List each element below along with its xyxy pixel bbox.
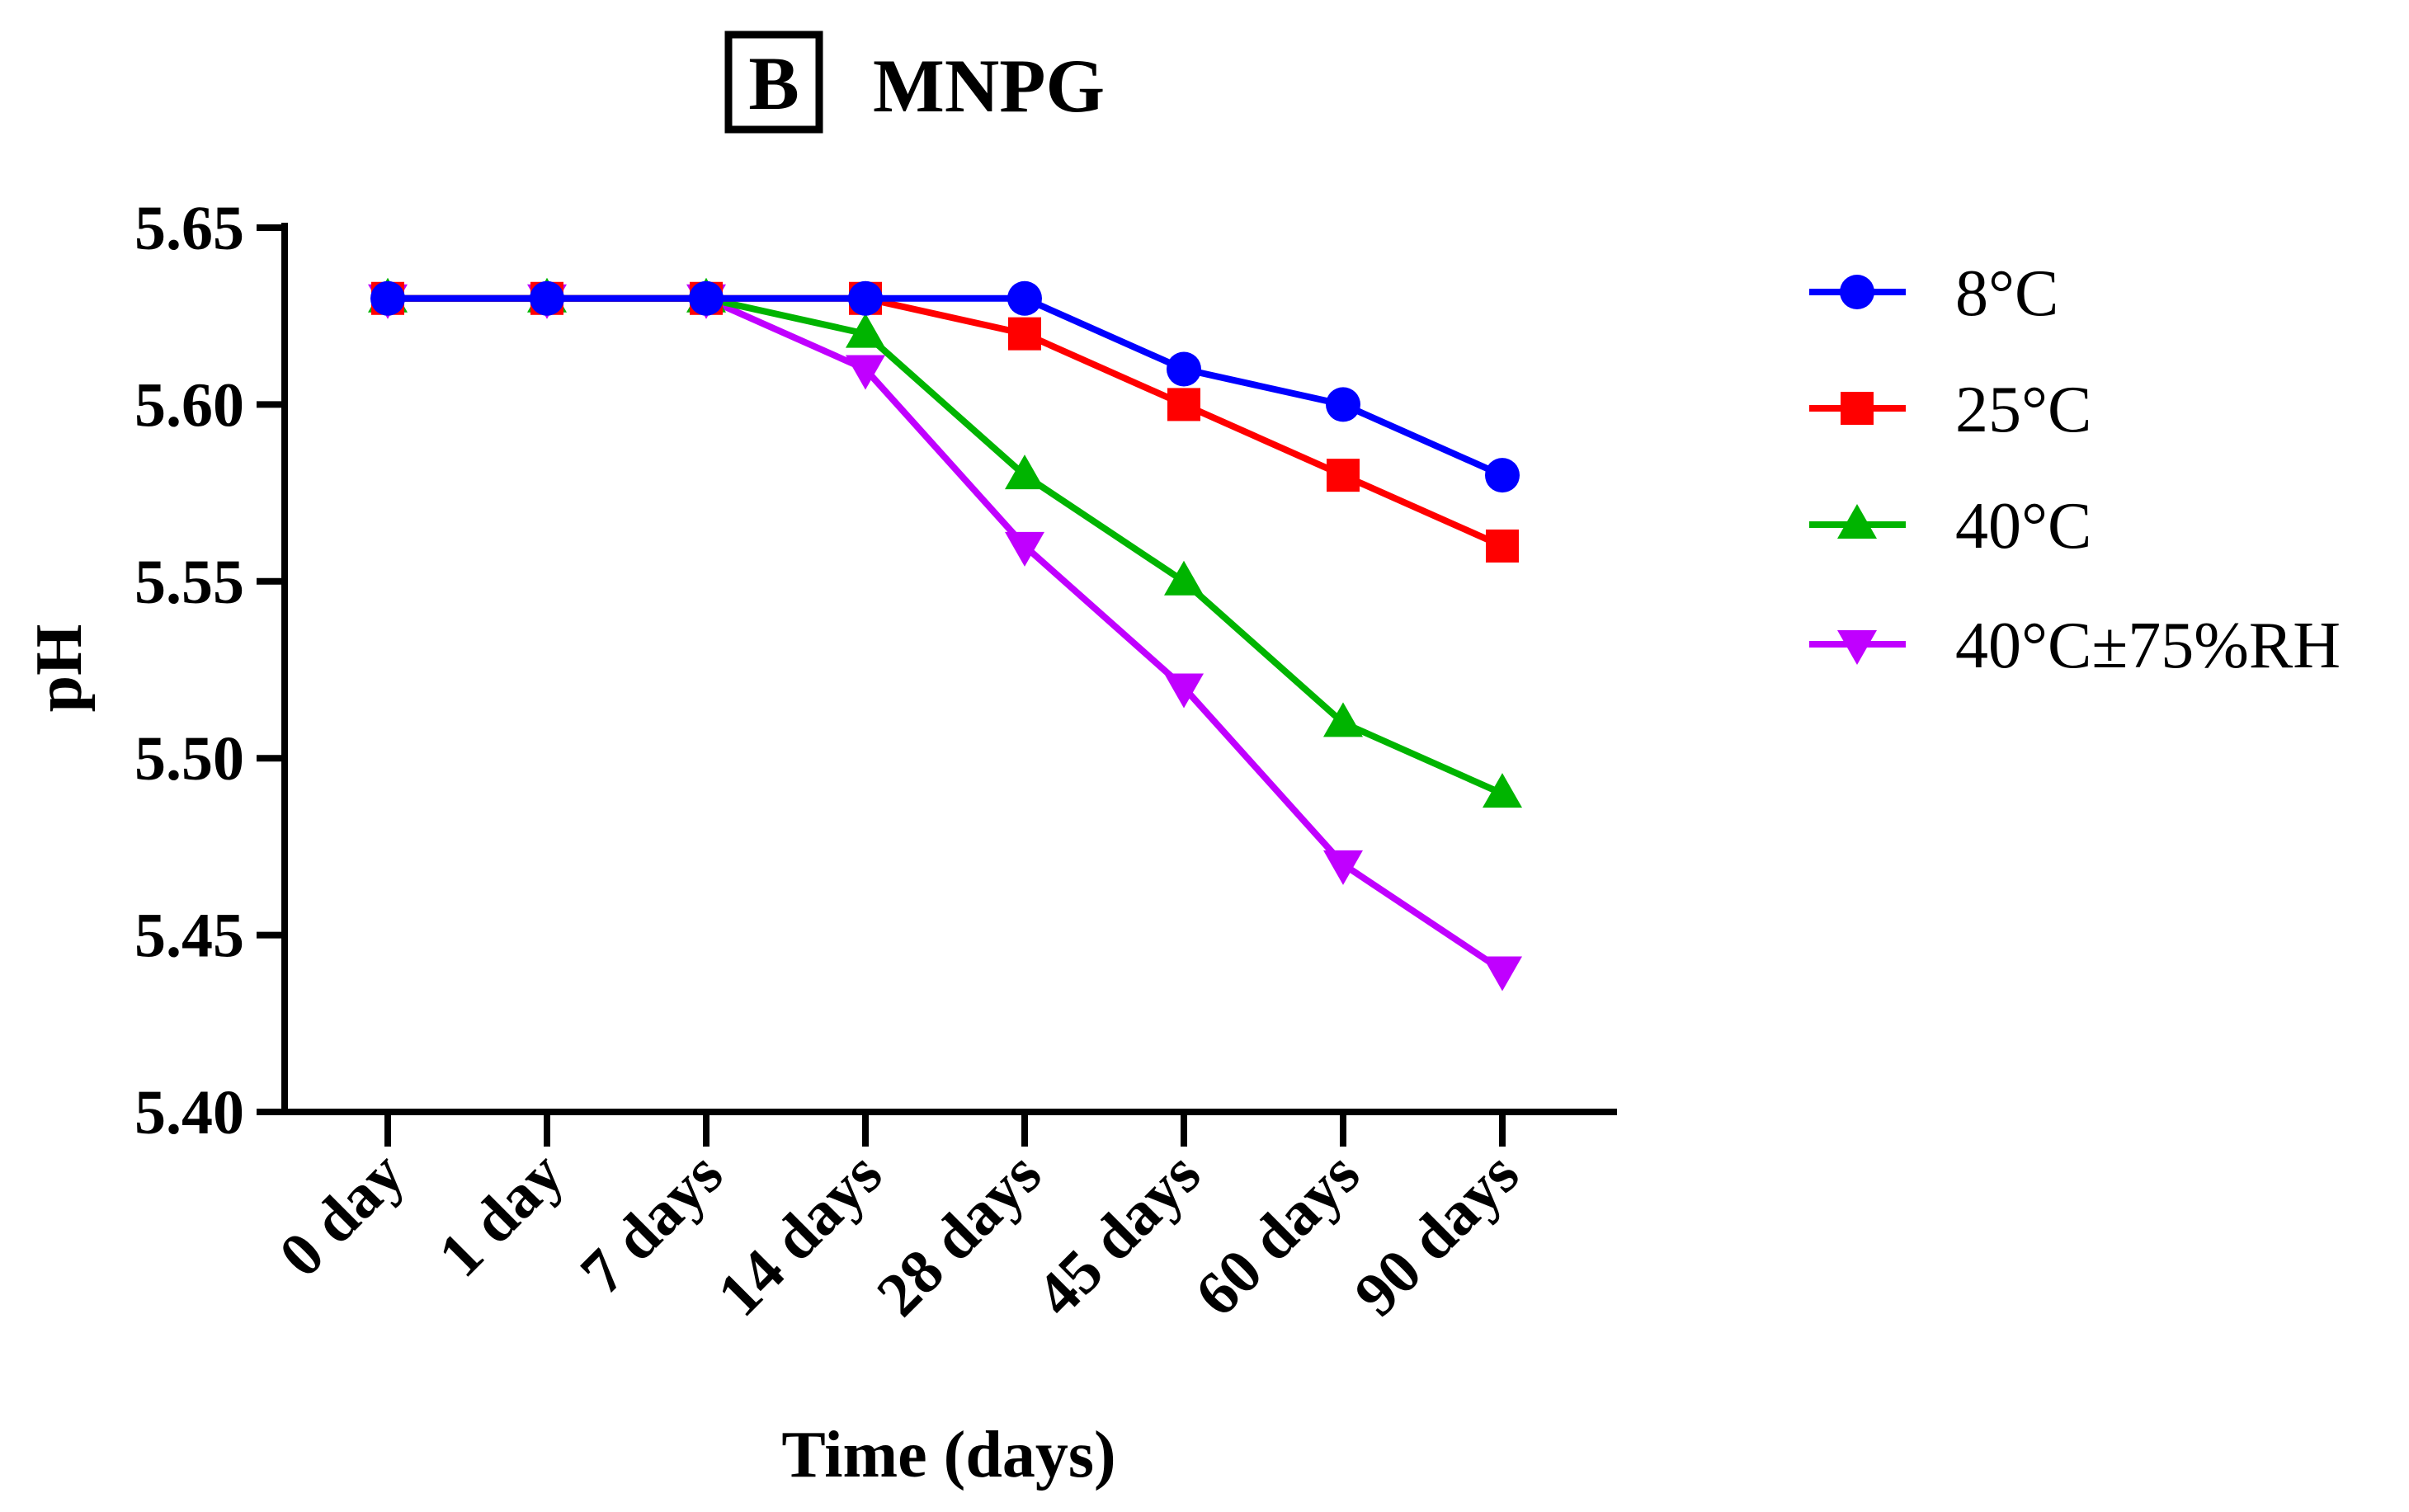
chart-title: MNPG xyxy=(873,44,1105,128)
data-point xyxy=(846,313,885,348)
series-1 xyxy=(370,280,1520,493)
x-tick-label: 1 day xyxy=(426,1139,577,1290)
y-tick-label: 5.40 xyxy=(134,1078,244,1147)
x-tick-label: 14 days xyxy=(705,1139,895,1330)
title-block: B MNPG xyxy=(724,31,1105,134)
y-tick-label: 5.60 xyxy=(134,370,244,440)
data-point xyxy=(1005,455,1044,490)
data-point xyxy=(1486,529,1519,563)
legend-item: 40°C xyxy=(1809,490,2091,563)
x-tick-label: 90 days xyxy=(1341,1139,1532,1330)
data-point xyxy=(689,280,724,316)
legend-marker xyxy=(1841,392,1874,425)
legend: 8°C 25°C 40°C 40°C±75%RH xyxy=(1809,257,2341,682)
data-point xyxy=(1483,773,1522,808)
series-3 xyxy=(368,277,1522,808)
data-point xyxy=(1327,459,1360,492)
data-point xyxy=(1008,317,1041,351)
y-tick-label: 5.50 xyxy=(134,724,244,794)
data-point xyxy=(1167,388,1200,422)
x-tick-label: 45 days xyxy=(1023,1139,1214,1330)
series-line xyxy=(388,294,1504,549)
y-tick-label: 5.45 xyxy=(134,902,244,971)
axes xyxy=(281,223,1617,1115)
y-ticks: 5.40 5.45 5.50 5.55 5.60 5.65 xyxy=(134,194,285,1147)
data-point xyxy=(1323,850,1363,885)
panel-label-box xyxy=(724,31,823,134)
series-line xyxy=(388,294,1504,478)
x-tick-label: 0 day xyxy=(266,1139,417,1290)
x-tick-label: 60 days xyxy=(1182,1139,1373,1330)
legend-label: 40°C xyxy=(1955,490,2091,563)
legend-item: 25°C xyxy=(1809,374,2091,446)
y-tick-label: 5.55 xyxy=(134,548,244,617)
data-point xyxy=(1164,560,1204,596)
data-point xyxy=(1164,673,1204,709)
y-axis-title: pH xyxy=(23,624,96,713)
data-point xyxy=(846,355,885,390)
data-point xyxy=(848,280,883,316)
legend-marker xyxy=(1840,275,1874,309)
data-point xyxy=(1323,702,1363,737)
data-point xyxy=(530,280,564,316)
legend-marker xyxy=(1837,630,1877,665)
data-point xyxy=(1005,531,1044,567)
data-point xyxy=(1485,458,1520,493)
x-axis-title: Time (days) xyxy=(781,1419,1115,1491)
data-point xyxy=(370,280,405,316)
panel-label: B xyxy=(748,41,799,125)
legend-label: 40°C±75%RH xyxy=(1955,610,2341,682)
data-point xyxy=(1483,956,1522,992)
data-point xyxy=(1167,351,1201,387)
data-point xyxy=(1326,387,1360,422)
legend-item: 8°C xyxy=(1809,257,2058,330)
legend-item: 40°C±75%RH xyxy=(1809,610,2341,682)
x-tick-label: 28 days xyxy=(864,1139,1054,1330)
series-layer xyxy=(368,277,1522,992)
data-point xyxy=(1007,280,1042,316)
series-2 xyxy=(371,281,1519,563)
legend-marker xyxy=(1837,504,1877,539)
legend-label: 8°C xyxy=(1955,257,2058,330)
legend-label: 25°C xyxy=(1955,374,2091,446)
y-tick-label: 5.65 xyxy=(134,194,244,263)
